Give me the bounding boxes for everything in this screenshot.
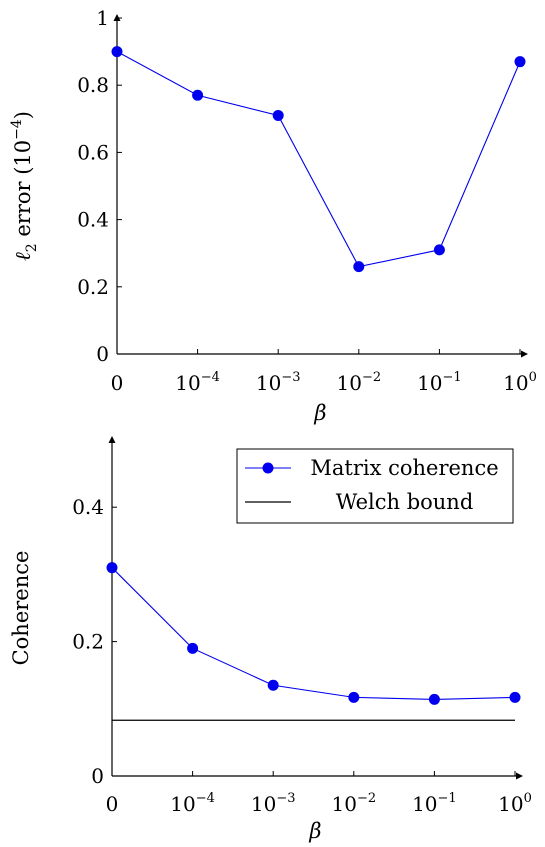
x-tick-exponent: −3 <box>276 791 295 806</box>
x-tick-base: 10 <box>417 371 442 395</box>
legend-label: Welch bound <box>336 490 474 514</box>
data-point <box>272 109 284 121</box>
x-tick-base: 10 <box>175 371 200 395</box>
x-tick-base: 10 <box>256 371 281 395</box>
x-tick-base: 10 <box>170 792 195 816</box>
x-tick-exponent: −1 <box>443 370 462 385</box>
y-tick-label: 0.4 <box>77 208 109 232</box>
x-tick-exponent: −4 <box>196 791 215 806</box>
x-tick-label: 10−1 <box>412 791 457 816</box>
x-tick-base: 10 <box>498 792 523 816</box>
x-tick-label: 0 <box>106 792 119 816</box>
x-tick-label: 10−3 <box>256 370 301 395</box>
y-label-ell: ℓ <box>11 252 35 261</box>
data-point <box>267 679 279 691</box>
x-tick-label: 10−1 <box>417 370 462 395</box>
y-tick-label: 0.2 <box>77 275 109 299</box>
y-label-text: error (10 <box>11 140 35 243</box>
y-label-exponent: −4 <box>9 119 25 140</box>
series-line <box>116 51 521 268</box>
y-tick-label: 0 <box>91 764 104 788</box>
y-label-close: ) <box>11 111 35 119</box>
y-label-subscript: 2 <box>24 243 40 252</box>
data-point <box>353 261 365 273</box>
y-tick-label: 0.4 <box>72 495 104 519</box>
x-tick-base: 0 <box>106 792 119 816</box>
x-tick-label: 100 <box>498 791 532 816</box>
x-tick-base: 10 <box>412 792 437 816</box>
y-tick-label: 0.6 <box>77 140 109 164</box>
y-axis-label: ℓ2 error (10−4) <box>9 111 40 261</box>
x-tick-exponent: 0 <box>529 370 537 385</box>
data-point <box>428 693 440 705</box>
y-axis-arrow <box>108 436 116 443</box>
y-tick-label: 0.2 <box>72 630 104 654</box>
x-tick-exponent: −3 <box>281 370 300 385</box>
x-tick-label: 10−3 <box>251 791 296 816</box>
legend-label: Matrix coherence <box>310 456 498 480</box>
x-tick-label: 0 <box>111 371 124 395</box>
x-tick-exponent: −1 <box>438 791 457 806</box>
x-tick-label: 10−2 <box>331 791 376 816</box>
data-point <box>348 691 360 703</box>
coherence-chart: 0 10−4 10−3 10−2 10−1 10000.20.4βCoherenceMat… <box>9 436 532 843</box>
x-tick-base: 0 <box>111 371 124 395</box>
data-point <box>192 89 204 101</box>
data-point <box>111 46 123 58</box>
x-tick-base: 10 <box>251 792 276 816</box>
x-axis-arrow <box>521 350 528 358</box>
data-point <box>509 691 521 703</box>
x-tick-label: 10−4 <box>175 370 220 395</box>
data-point <box>106 562 118 574</box>
data-point <box>187 642 199 654</box>
x-tick-label: 100 <box>503 370 537 395</box>
x-tick-base: 10 <box>503 371 528 395</box>
data-point <box>433 244 445 256</box>
y-axis-label: Coherence <box>9 551 33 666</box>
x-tick-base: 10 <box>331 792 356 816</box>
data-point <box>514 56 526 68</box>
legend-box <box>236 448 514 524</box>
legend-swatch-marker <box>262 462 274 474</box>
y-tick-label: 1 <box>96 6 109 30</box>
series-line <box>111 567 516 700</box>
x-axis-label: β <box>308 819 321 843</box>
x-tick-exponent: −2 <box>362 370 381 385</box>
x-tick-label: 10−4 <box>170 791 215 816</box>
y-tick-label: 0 <box>96 342 109 366</box>
x-tick-exponent: 0 <box>524 791 532 806</box>
y-tick-label: 0.8 <box>77 73 109 97</box>
x-tick-exponent: −4 <box>201 370 220 385</box>
x-tick-label: 10−2 <box>336 370 381 395</box>
x-tick-base: 10 <box>336 371 361 395</box>
x-axis-arrow <box>516 772 523 780</box>
x-axis-label: β <box>313 401 326 425</box>
x-tick-exponent: −2 <box>357 791 376 806</box>
